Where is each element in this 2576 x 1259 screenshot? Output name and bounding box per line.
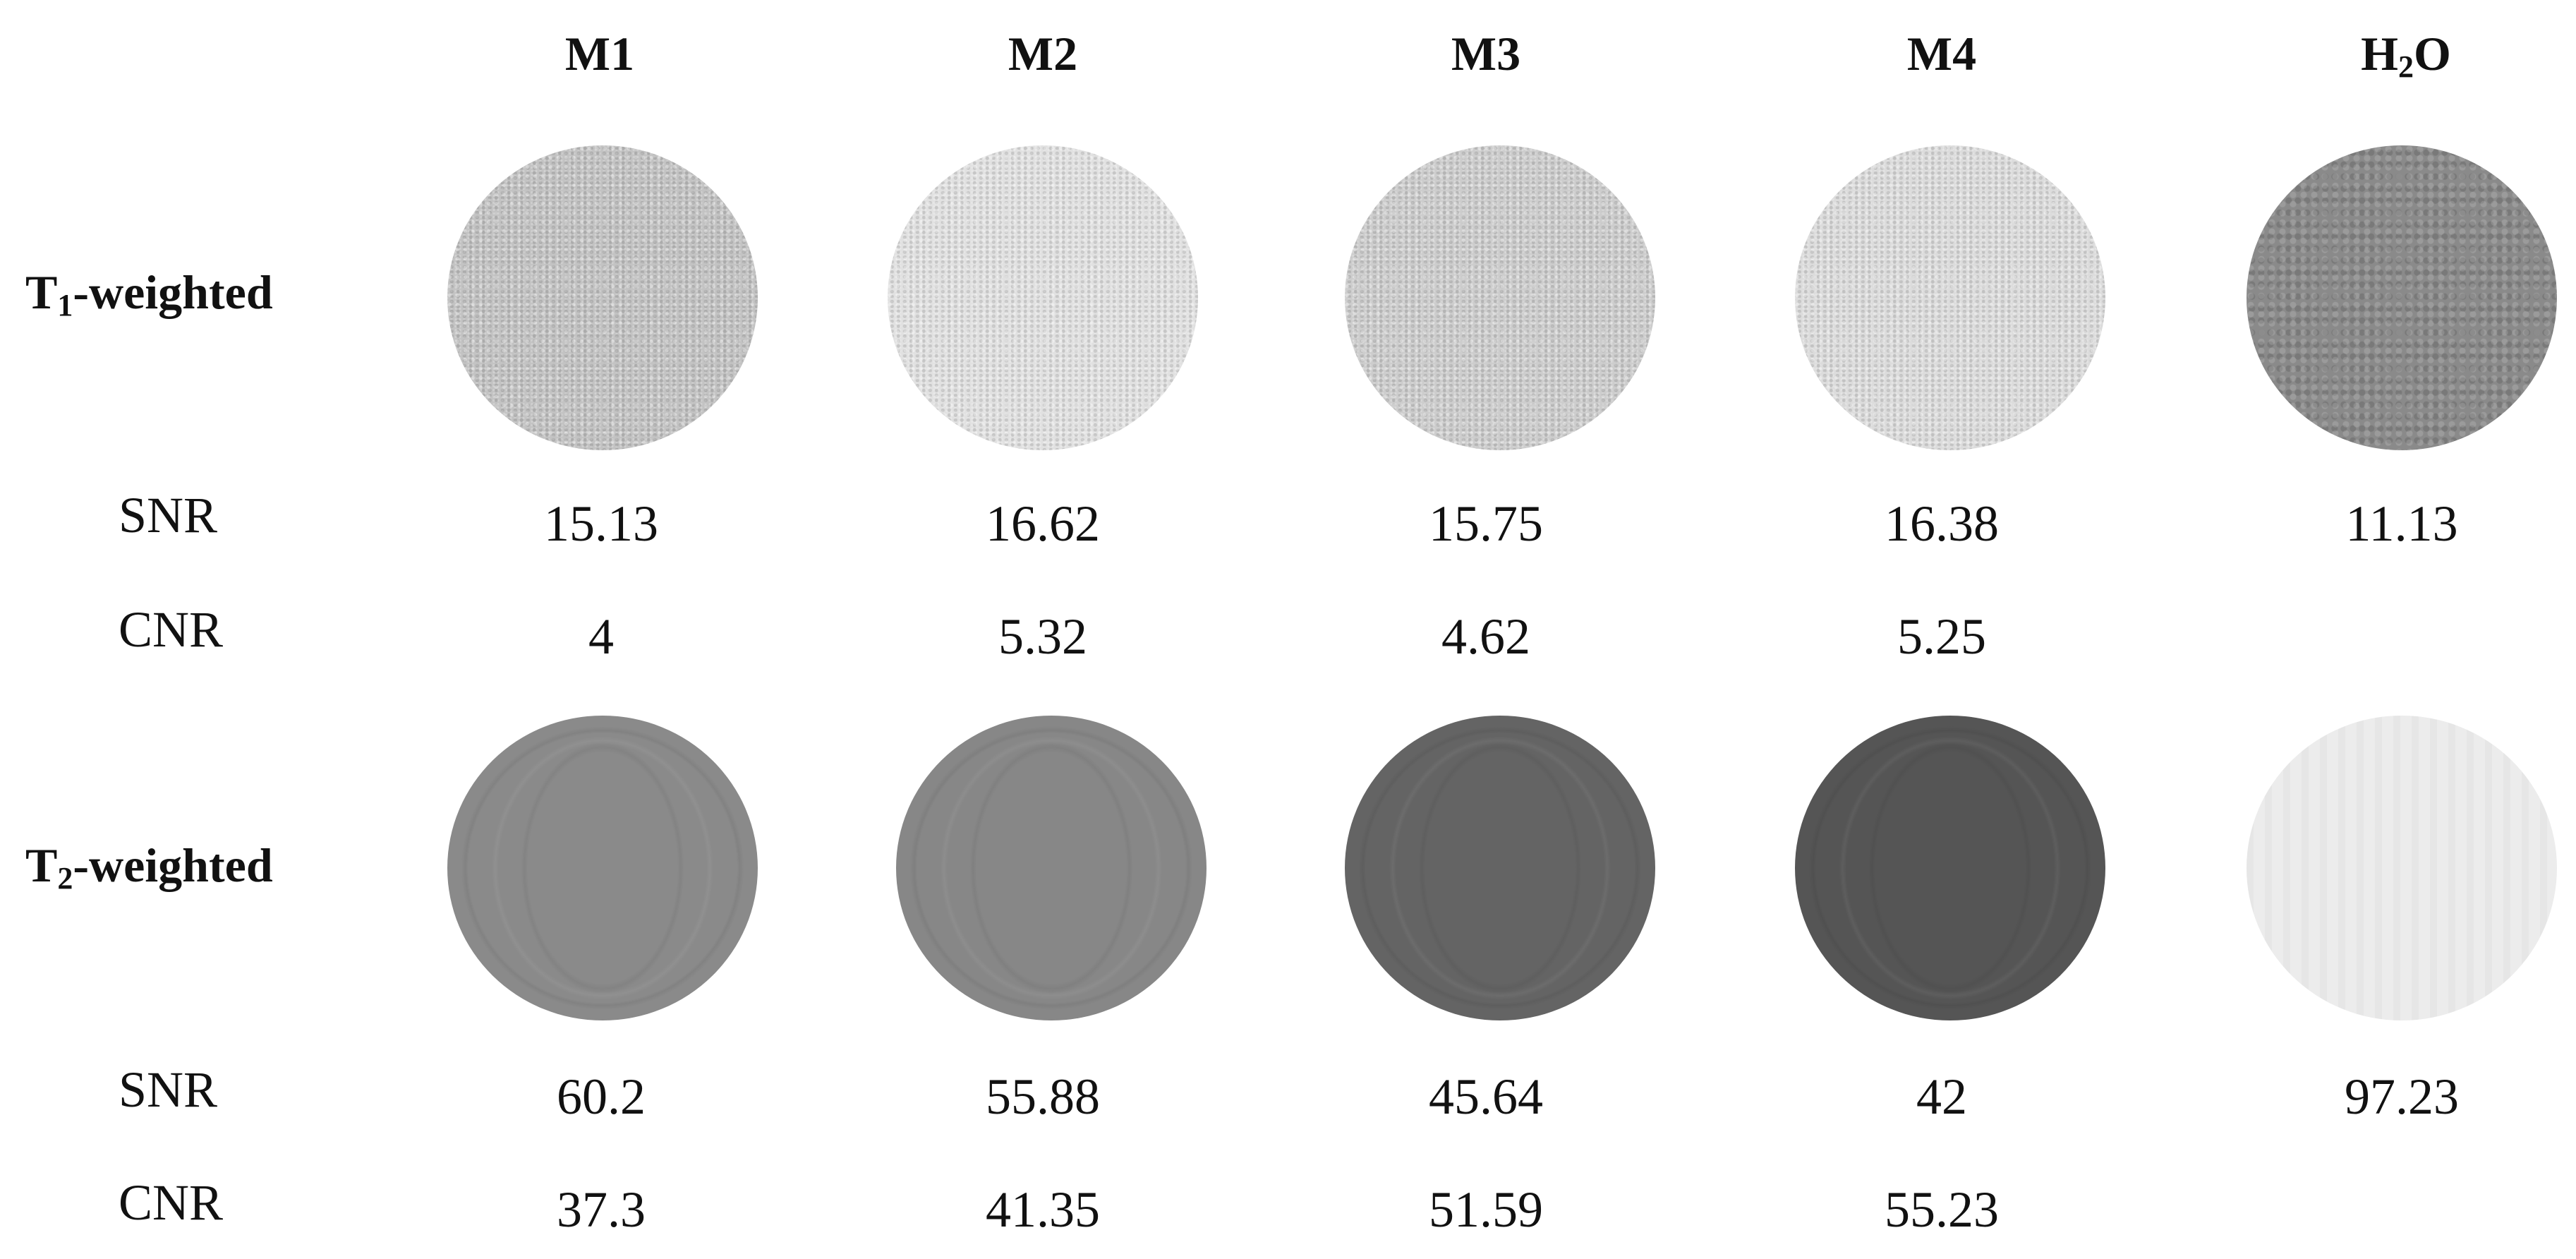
- column-header-m3: M3: [1451, 27, 1521, 80]
- t1-image-m3: [1345, 145, 1655, 450]
- t2-snr-m3: 45.64: [1429, 1068, 1543, 1125]
- t2-image-m2: [896, 716, 1207, 1020]
- column-header-m1: M1: [564, 27, 635, 80]
- t1-cnr-label: CNR: [119, 601, 224, 658]
- t2-cnr-m4: 55.23: [1885, 1181, 1999, 1238]
- row-header-t2-weighted: T2-weighted: [25, 838, 273, 896]
- t2-image-m3: [1345, 716, 1655, 1020]
- t2-snr-m4: 42: [1916, 1068, 1967, 1125]
- t2-snr-label: SNR: [119, 1061, 218, 1118]
- t2-cnr-label: CNR: [119, 1174, 224, 1231]
- t1-snr-m3: 15.75: [1429, 495, 1543, 552]
- t1-cnr-m3: 4.62: [1441, 608, 1530, 665]
- t1-cnr-m1: 4: [588, 608, 614, 665]
- t2-image-m4: [1795, 716, 2105, 1020]
- t2-snr-m2: 55.88: [986, 1068, 1100, 1125]
- t1-image-m4: [1795, 145, 2105, 450]
- t2-cnr-m1: 37.3: [557, 1181, 646, 1238]
- column-header-m4: M4: [1906, 27, 1977, 80]
- column-header-m2: M2: [1008, 27, 1078, 80]
- column-header-water: H2O: [2361, 27, 2451, 84]
- t2-snr-water: 97.23: [2345, 1068, 2459, 1125]
- t1-cnr-m4: 5.25: [1897, 608, 1986, 665]
- t1-snr-label: SNR: [119, 487, 218, 543]
- t2-cnr-m2: 41.35: [986, 1181, 1100, 1238]
- t1-image-m2: [888, 145, 1198, 450]
- t1-snr-water: 11.13: [2345, 495, 2458, 552]
- t1-cnr-m2: 5.32: [998, 608, 1087, 665]
- t1-image-water: [2247, 145, 2557, 450]
- row-header-t1-weighted: T1-weighted: [25, 265, 273, 323]
- t2-snr-m1: 60.2: [557, 1068, 646, 1125]
- t1-snr-m2: 16.62: [986, 495, 1100, 552]
- t1-snr-m1: 15.13: [544, 495, 658, 552]
- t2-image-m1: [447, 716, 758, 1020]
- t1-image-m1: [447, 145, 758, 450]
- t2-cnr-m3: 51.59: [1429, 1181, 1543, 1238]
- t1-snr-m4: 16.38: [1885, 495, 1999, 552]
- t2-image-water: [2247, 716, 2557, 1020]
